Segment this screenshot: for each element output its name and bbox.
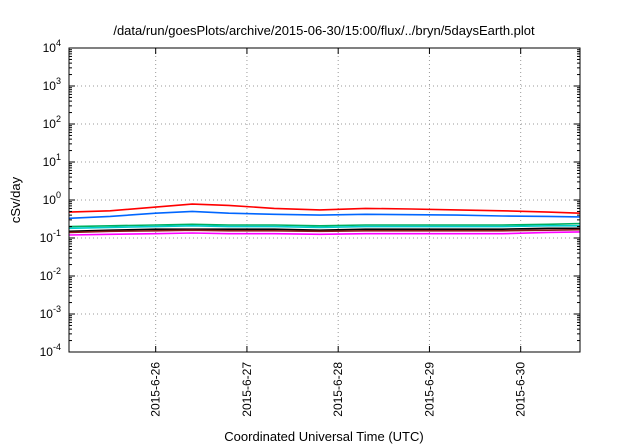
series-line-5 — [68, 227, 580, 233]
grid — [69, 48, 580, 352]
series-line-1 — [68, 203, 581, 214]
y-tick-label: 100 — [43, 190, 61, 207]
series-line-4 — [68, 225, 580, 230]
y-tick-label: 103 — [43, 76, 61, 93]
x-axis: 2015-6-26 2015-6-27 2015-6-28 2015-6-29 2015… — [149, 48, 528, 417]
y-tick-label: 10-2 — [40, 266, 61, 283]
y-axis: 10-4 10-3 10-2 10-1 100 101 102 103 104 — [40, 38, 580, 359]
x-tick-label: 2015-6-27 — [240, 362, 254, 417]
series-line-6 — [68, 228, 581, 234]
series-line-2 — [68, 210, 581, 220]
y-tick-label: 10-4 — [40, 342, 61, 359]
x-tick-label: 2015-6-26 — [149, 362, 163, 417]
x-tick-label: 2015-6-29 — [422, 362, 436, 417]
x-tick-label: 2015-6-28 — [331, 362, 345, 417]
y-axis-label: cSv/day — [8, 176, 23, 223]
y-tick-label: 102 — [43, 114, 61, 131]
series-line-7 — [68, 231, 581, 236]
y-tick-label: 104 — [43, 38, 61, 55]
chart-title: /data/run/goesPlots/archive/2015-06-30/1… — [113, 23, 535, 38]
series-line-3 — [68, 222, 581, 228]
y-tick-label: 10-1 — [40, 228, 61, 245]
x-tick-label: 2015-6-30 — [514, 362, 528, 417]
series-group — [68, 203, 581, 236]
y-tick-label: 101 — [43, 152, 61, 169]
y-tick-label: 10-3 — [40, 304, 61, 321]
x-axis-label: Coordinated Universal Time (UTC) — [224, 429, 423, 444]
